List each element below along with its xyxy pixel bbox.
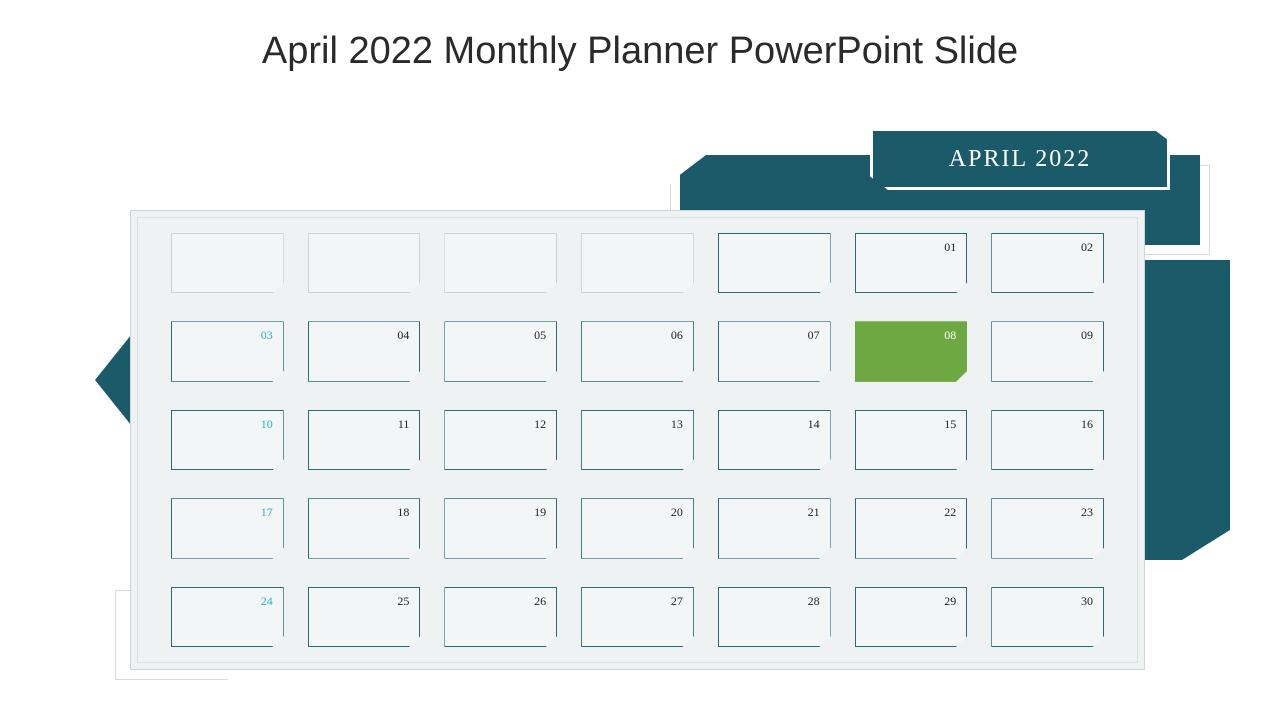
day-cell[interactable]: 19 bbox=[444, 498, 557, 558]
day-cell[interactable]: 06 bbox=[581, 321, 694, 381]
day-cell[interactable]: 05 bbox=[444, 321, 557, 381]
day-number: 10 bbox=[261, 417, 273, 432]
day-number: 03 bbox=[261, 328, 273, 343]
day-number: 29 bbox=[944, 594, 956, 609]
day-cell[interactable]: 24 bbox=[171, 587, 284, 647]
day-cell[interactable]: 02 bbox=[991, 233, 1104, 293]
day-number: 18 bbox=[397, 505, 409, 520]
slide: April 2022 Monthly Planner PowerPoint Sl… bbox=[0, 0, 1280, 720]
day-number: 19 bbox=[534, 505, 546, 520]
day-cell[interactable]: 13 bbox=[581, 410, 694, 470]
day-cell[interactable] bbox=[718, 233, 831, 293]
slide-title: April 2022 Monthly Planner PowerPoint Sl… bbox=[0, 30, 1280, 73]
day-number: 26 bbox=[534, 594, 546, 609]
day-cell[interactable]: 18 bbox=[308, 498, 421, 558]
day-cell[interactable]: 11 bbox=[308, 410, 421, 470]
day-number: 08 bbox=[944, 328, 956, 343]
day-number: 05 bbox=[534, 328, 546, 343]
day-cell[interactable]: 21 bbox=[718, 498, 831, 558]
day-number: 13 bbox=[671, 417, 683, 432]
day-number: 15 bbox=[944, 417, 956, 432]
day-cell[interactable]: 04 bbox=[308, 321, 421, 381]
day-number: 07 bbox=[808, 328, 820, 343]
day-cell[interactable] bbox=[308, 233, 421, 293]
day-cell[interactable]: 14 bbox=[718, 410, 831, 470]
day-cell[interactable]: 29 bbox=[855, 587, 968, 647]
day-number: 16 bbox=[1081, 417, 1093, 432]
day-cell[interactable] bbox=[171, 233, 284, 293]
day-number: 24 bbox=[261, 594, 273, 609]
day-cell[interactable]: 12 bbox=[444, 410, 557, 470]
day-cell[interactable]: 22 bbox=[855, 498, 968, 558]
day-cell[interactable] bbox=[581, 233, 694, 293]
day-number: 25 bbox=[397, 594, 409, 609]
day-number: 06 bbox=[671, 328, 683, 343]
day-cell[interactable]: 10 bbox=[171, 410, 284, 470]
month-label: APRIL 2022 bbox=[949, 146, 1091, 173]
day-number: 21 bbox=[808, 505, 820, 520]
day-number: 11 bbox=[398, 417, 410, 432]
day-number: 27 bbox=[671, 594, 683, 609]
day-cell[interactable]: 26 bbox=[444, 587, 557, 647]
day-cell[interactable]: 25 bbox=[308, 587, 421, 647]
day-cell[interactable]: 28 bbox=[718, 587, 831, 647]
day-cell[interactable]: 30 bbox=[991, 587, 1104, 647]
day-cell[interactable]: 23 bbox=[991, 498, 1104, 558]
day-cell[interactable]: 07 bbox=[718, 321, 831, 381]
calendar-panel: 01 02 03 04 05 06 07 08 09 10 11 12 13 14 15 16 17 18 19 20… bbox=[130, 210, 1145, 670]
day-cell[interactable]: 03 bbox=[171, 321, 284, 381]
day-number: 01 bbox=[944, 240, 956, 255]
day-cell[interactable]: 08 bbox=[855, 321, 968, 381]
day-cell[interactable]: 20 bbox=[581, 498, 694, 558]
day-number: 20 bbox=[671, 505, 683, 520]
month-badge: APRIL 2022 bbox=[870, 128, 1170, 190]
day-cell[interactable]: 17 bbox=[171, 498, 284, 558]
day-number: 04 bbox=[397, 328, 409, 343]
day-cell[interactable] bbox=[444, 233, 557, 293]
day-number: 09 bbox=[1081, 328, 1093, 343]
day-number: 30 bbox=[1081, 594, 1093, 609]
day-number: 23 bbox=[1081, 505, 1093, 520]
day-number: 28 bbox=[808, 594, 820, 609]
day-number: 14 bbox=[808, 417, 820, 432]
calendar-grid: 01 02 03 04 05 06 07 08 09 10 11 12 13 14 15 16 17 18 19 20… bbox=[171, 233, 1104, 647]
day-cell[interactable]: 15 bbox=[855, 410, 968, 470]
day-number: 22 bbox=[944, 505, 956, 520]
day-number: 12 bbox=[534, 417, 546, 432]
day-cell[interactable]: 09 bbox=[991, 321, 1104, 381]
day-cell[interactable]: 01 bbox=[855, 233, 968, 293]
day-cell[interactable]: 27 bbox=[581, 587, 694, 647]
day-number: 17 bbox=[261, 505, 273, 520]
day-number: 02 bbox=[1081, 240, 1093, 255]
day-cell[interactable]: 16 bbox=[991, 410, 1104, 470]
